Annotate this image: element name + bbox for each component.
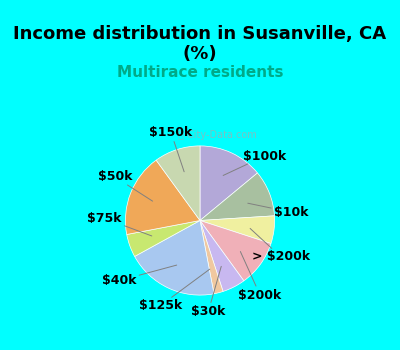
Wedge shape [200, 146, 258, 220]
Text: > $200k: > $200k [250, 229, 310, 263]
Wedge shape [200, 173, 274, 220]
Wedge shape [156, 146, 200, 220]
Text: $10k: $10k [248, 203, 308, 219]
Text: Multirace residents: Multirace residents [117, 65, 283, 80]
Text: $30k: $30k [191, 266, 226, 318]
Text: $200k: $200k [238, 252, 282, 302]
Text: Income distribution in Susanville, CA
(%): Income distribution in Susanville, CA (%… [14, 25, 386, 63]
Wedge shape [200, 220, 271, 281]
Text: $150k: $150k [149, 126, 193, 172]
Wedge shape [126, 160, 200, 234]
Wedge shape [127, 220, 200, 257]
Text: $40k: $40k [102, 265, 177, 287]
Text: $125k: $125k [139, 269, 210, 312]
Wedge shape [200, 220, 244, 292]
Wedge shape [135, 220, 214, 295]
Text: $100k: $100k [223, 150, 286, 175]
Text: $50k: $50k [98, 170, 152, 201]
Wedge shape [200, 220, 223, 294]
Text: ⓘ City-Data.com: ⓘ City-Data.com [178, 130, 257, 140]
Text: $75k: $75k [88, 212, 152, 236]
Wedge shape [200, 216, 274, 244]
